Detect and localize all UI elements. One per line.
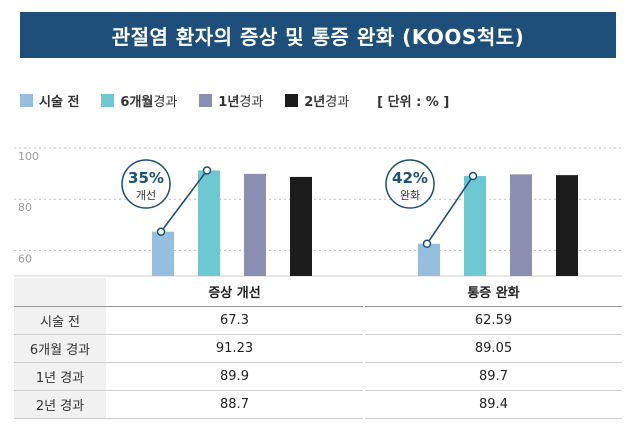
row-label: 2년 경과 (14, 390, 106, 419)
bar (418, 243, 440, 276)
annotation-percent: 35% (128, 169, 164, 187)
legend-label-strong: 1년 (218, 94, 240, 110)
table-cell: 91.23 (106, 334, 364, 363)
row-label: 시술 전 (14, 306, 106, 335)
annotation-circle (385, 159, 435, 209)
table-corner (14, 278, 106, 307)
unit-label: [ 단위 : % ] (377, 94, 450, 110)
legend-swatch (20, 93, 33, 107)
trend-line (426, 175, 474, 245)
legend-swatch (101, 93, 115, 107)
legend-label-strong: 시술 전 (39, 94, 80, 110)
bar (556, 175, 578, 276)
legend-swatch (285, 93, 299, 107)
annotation-label: 개선 (136, 189, 156, 202)
table-cell: 89.7 (363, 362, 622, 391)
y-tick-label: 100 (18, 150, 39, 163)
legend-label-rest: 경과 (239, 94, 264, 110)
bar (290, 176, 312, 276)
legend-label-strong: 6개월 (120, 94, 154, 110)
table-cell: 89.05 (363, 334, 622, 363)
bar-chart: 60 80 100 35% 개선 42% 완화 (14, 147, 622, 277)
bar (244, 173, 266, 276)
table-cell: 67.3 (106, 306, 364, 335)
trend-point (202, 166, 212, 175)
table-cell: 62.59 (363, 306, 622, 335)
legend: 시술 전 6개월 경과 1년 경과 2년 경과 [ 단위 : % ] (20, 90, 449, 110)
row-label: 1년 경과 (14, 362, 106, 391)
trend-point (468, 171, 478, 181)
y-tick-label: 80 (18, 201, 32, 214)
bar (510, 174, 532, 276)
table-row: 1년 경과 89.9 89.7 (14, 362, 622, 391)
legend-item-2years: 2년 경과 (285, 91, 349, 110)
table-header-row: 증상 개선 통증 완화 (14, 278, 622, 307)
table-cell: 88.7 (106, 390, 364, 419)
legend-swatch (199, 93, 213, 107)
table-header: 통증 완화 (363, 278, 622, 307)
table-row: 시술 전 67.3 62.59 (14, 306, 622, 335)
trend-point (422, 239, 432, 249)
legend-label-rest: 경과 (325, 94, 350, 110)
bar (198, 170, 220, 276)
legend-item-6months: 6개월 경과 (101, 91, 177, 110)
data-table: 증상 개선 통증 완화 시술 전 67.3 62.59 6개월 경과 91.23… (14, 278, 622, 419)
table-row: 6개월 경과 91.23 89.05 (14, 334, 622, 363)
table-cell: 89.9 (106, 362, 364, 391)
table-row: 2년 경과 88.7 89.4 (14, 390, 622, 419)
y-tick-label: 60 (18, 252, 32, 265)
annotation-label: 완화 (400, 189, 420, 202)
trend-line (160, 169, 208, 233)
bar (152, 231, 174, 276)
annotation-circle (121, 159, 171, 209)
legend-label-rest: 경과 (153, 94, 178, 110)
trend-point (156, 227, 166, 236)
legend-item-1year: 1년 경과 (199, 91, 263, 110)
table-cell: 89.4 (363, 390, 622, 419)
row-label: 6개월 경과 (14, 334, 106, 363)
annotation-percent: 42% (392, 169, 428, 187)
legend-item-before: 시술 전 (20, 91, 79, 110)
legend-label-strong: 2년 (304, 94, 326, 110)
chart-title: 관절염 환자의 증상 및 통증 완화 (KOOS척도) (20, 12, 616, 58)
table-header: 증상 개선 (106, 278, 364, 307)
bar (464, 176, 486, 276)
